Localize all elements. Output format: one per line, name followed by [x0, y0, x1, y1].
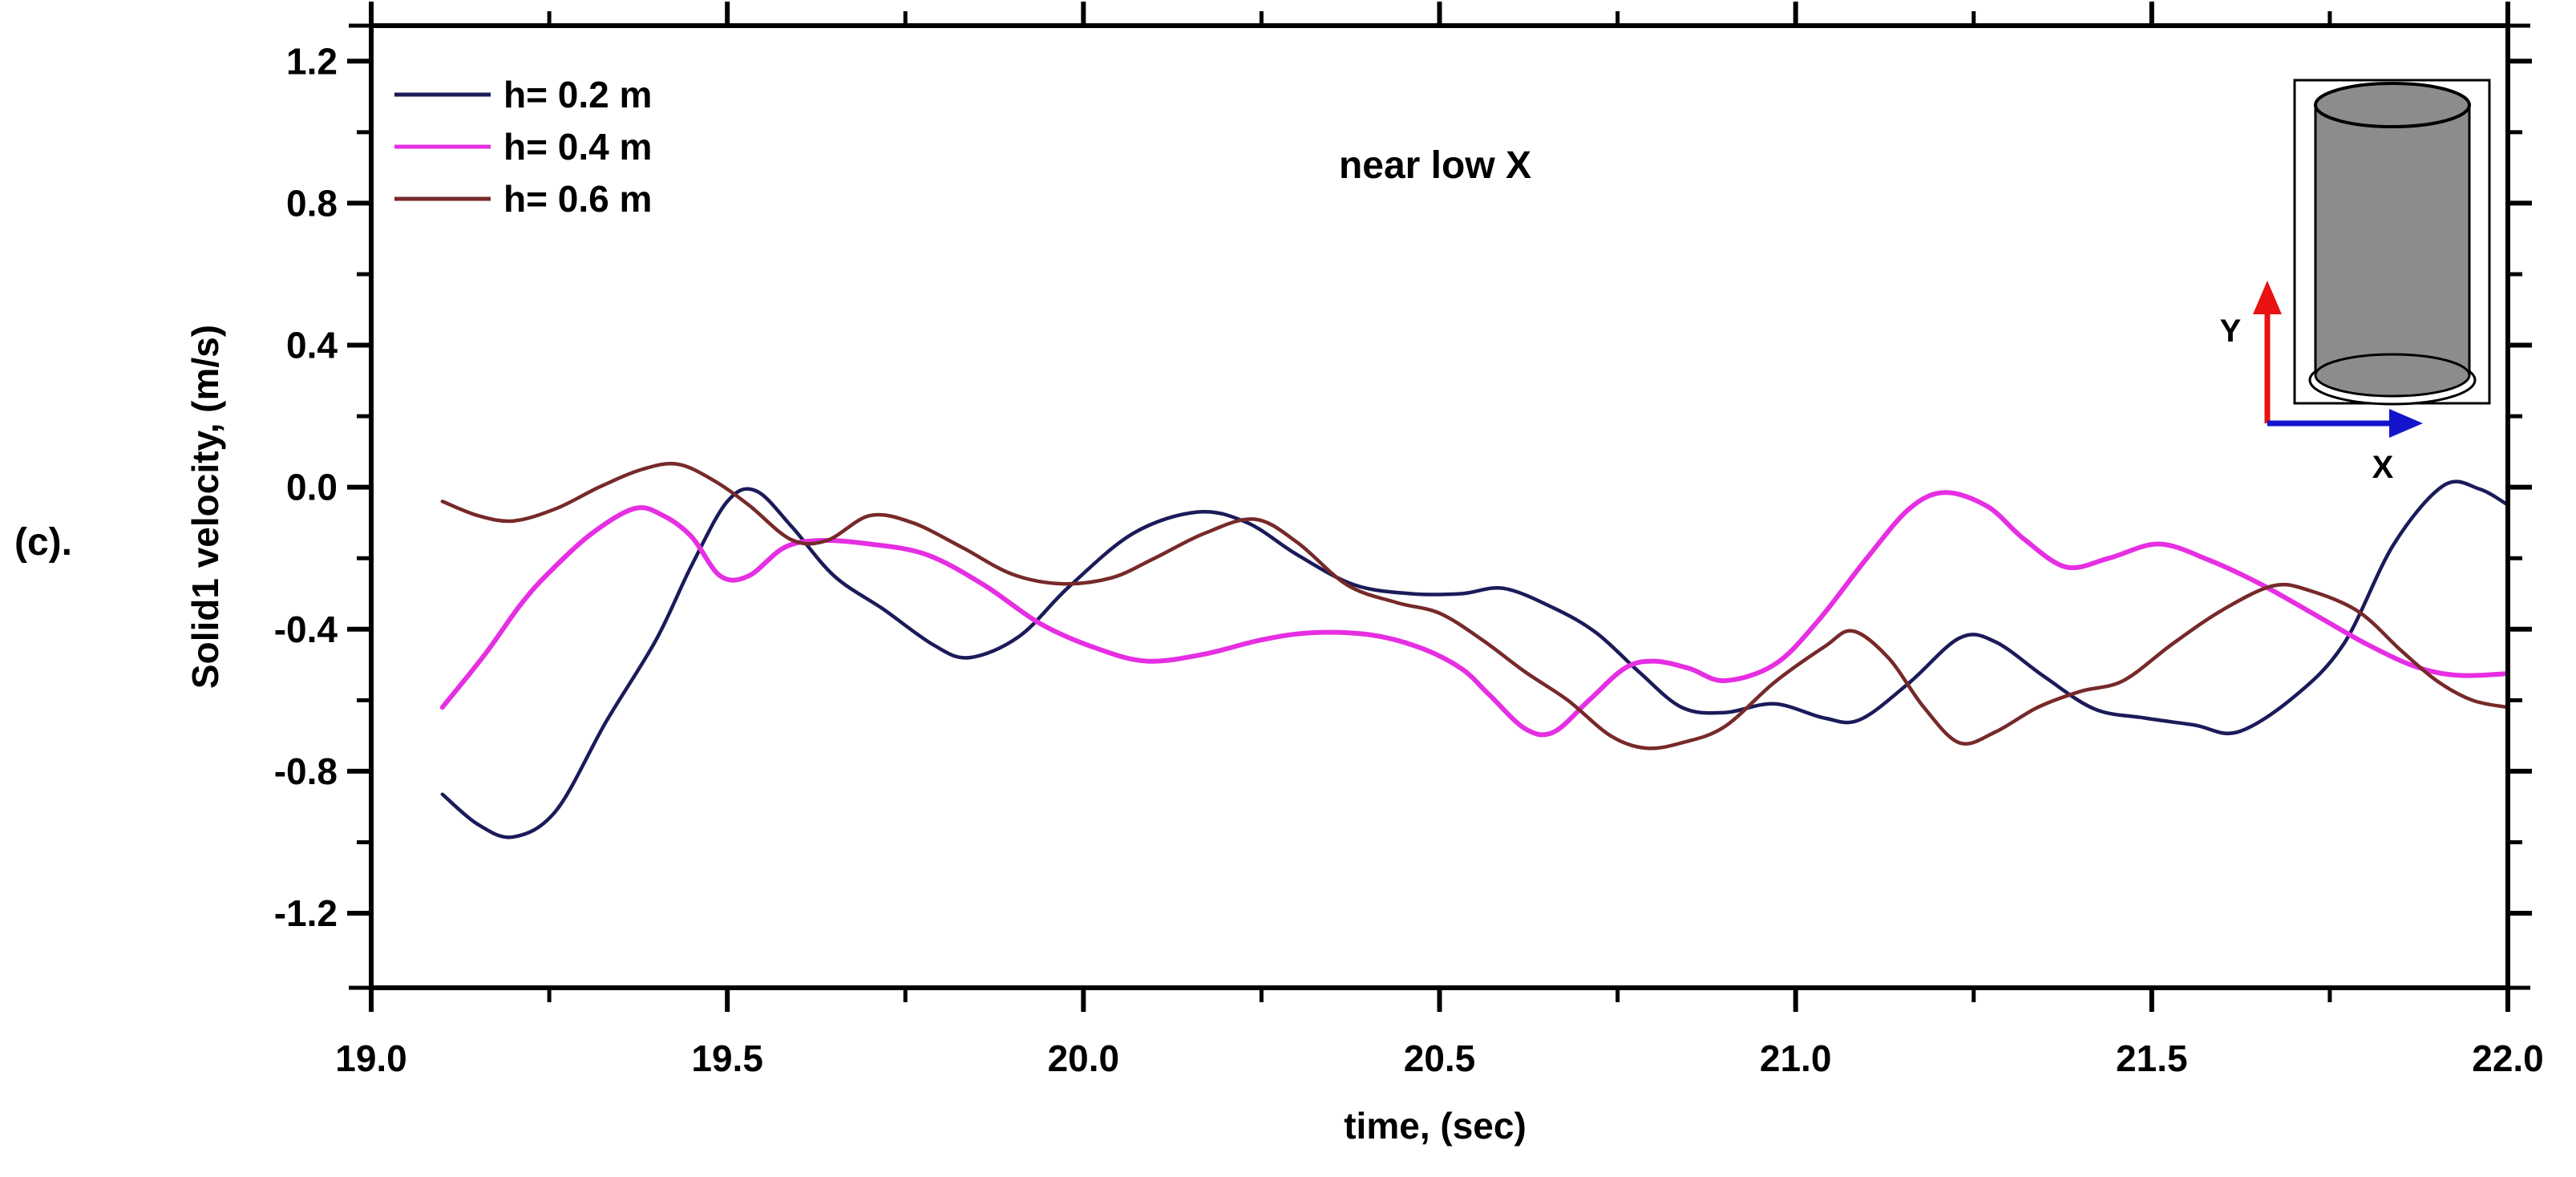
x-tick-label: 21.0 [1760, 1037, 1832, 1079]
series-h-0-4-m [439, 490, 2510, 738]
y-tick-label: 1.2 [286, 40, 338, 82]
x-tick-label: 20.5 [1404, 1037, 1476, 1079]
inset-x-label: X [2372, 450, 2394, 485]
legend: h= 0.2 m h= 0.4 m h= 0.6 m [394, 74, 652, 220]
x-tick-label: 19.5 [691, 1037, 763, 1079]
y-tick-label: 0.4 [286, 325, 338, 366]
y-tick-label: -0.8 [274, 750, 338, 792]
y-tick-label: -1.2 [274, 892, 338, 934]
y-tick-label: -0.4 [274, 609, 338, 650]
plot-frame [369, 23, 2510, 990]
cylinder-top-ellipse [2314, 82, 2471, 128]
y-axis-label: Solid1 velocity, (m/s) [184, 325, 226, 689]
figure-label: (c). [14, 521, 72, 564]
chart-built-layer: 19.0 19.5 20.0 20.5 21.0 21.5 22.0 1.2 0.8 0.4 0.0… [274, 2, 2544, 1079]
chart-title: near low X [1339, 144, 1531, 187]
cylinder-body [2315, 104, 2469, 375]
inset-y-label: Y [2220, 313, 2242, 349]
x-axis-label: time, (sec) [1344, 1105, 1527, 1147]
legend-label-h-0-6: h= 0.6 m [503, 178, 652, 220]
series-h-0-2-m [440, 479, 2510, 839]
x-tick-label: 22.0 [2472, 1037, 2544, 1079]
legend-label-h-0-2: h= 0.2 m [503, 74, 652, 115]
x-tick-label: 20.0 [1048, 1037, 1120, 1079]
cylinder-inset: Y X [2220, 79, 2491, 485]
x-tick-label: 21.5 [2116, 1037, 2188, 1079]
series-h-0-6-m [440, 462, 2510, 750]
x-axis-arrowhead-icon [2389, 409, 2423, 438]
cylinder-sides [2314, 104, 2471, 375]
y-axis-arrowhead-icon [2253, 281, 2282, 314]
legend-label-h-0-4: h= 0.4 m [503, 126, 652, 168]
y-tick-label: 0.8 [286, 182, 338, 224]
y-tick-label: 0.0 [286, 467, 338, 508]
cylinder-bottom-ellipse [2314, 353, 2471, 398]
x-tick-label: 19.0 [335, 1037, 407, 1079]
